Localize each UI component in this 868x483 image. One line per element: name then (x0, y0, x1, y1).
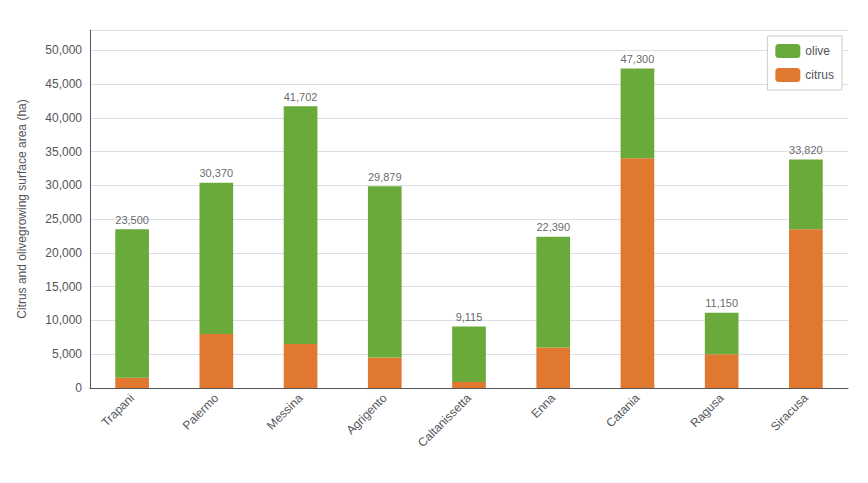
svg-text:Ragusa: Ragusa (688, 391, 727, 430)
svg-text:Trapani: Trapani (99, 391, 137, 429)
svg-text:33,820: 33,820 (789, 144, 823, 156)
svg-text:10,000: 10,000 (45, 313, 82, 327)
svg-text:45,000: 45,000 (45, 77, 82, 91)
svg-text:Citrus and olivegrowing surfac: Citrus and olivegrowing surface area (ha… (15, 99, 29, 318)
svg-text:30,370: 30,370 (200, 167, 234, 179)
svg-text:40,000: 40,000 (45, 111, 82, 125)
svg-text:29,879: 29,879 (368, 171, 402, 183)
svg-text:Siracusa: Siracusa (768, 391, 811, 434)
svg-text:5,000: 5,000 (52, 347, 82, 361)
svg-text:9,115: 9,115 (456, 311, 483, 323)
svg-text:Enna: Enna (528, 391, 558, 421)
svg-text:15,000: 15,000 (45, 280, 82, 294)
svg-text:0: 0 (75, 381, 82, 395)
svg-text:citrus: citrus (805, 68, 834, 82)
svg-text:20,000: 20,000 (45, 246, 82, 260)
svg-text:41,702: 41,702 (284, 91, 318, 103)
svg-text:25,000: 25,000 (45, 212, 82, 226)
svg-text:35,000: 35,000 (45, 145, 82, 159)
svg-text:Catania: Catania (603, 391, 642, 430)
svg-text:50,000: 50,000 (45, 43, 82, 57)
svg-text:Agrigento: Agrigento (344, 391, 390, 437)
svg-text:22,390: 22,390 (536, 221, 570, 233)
svg-text:Palermo: Palermo (180, 391, 222, 433)
svg-text:Caltanissetta: Caltanissetta (415, 391, 474, 450)
svg-text:23,500: 23,500 (115, 214, 149, 226)
svg-text:47,300: 47,300 (621, 53, 655, 65)
svg-text:olive: olive (805, 44, 830, 58)
svg-text:Messina: Messina (264, 391, 306, 433)
svg-text:11,150: 11,150 (705, 297, 738, 309)
svg-text:30,000: 30,000 (45, 178, 82, 192)
